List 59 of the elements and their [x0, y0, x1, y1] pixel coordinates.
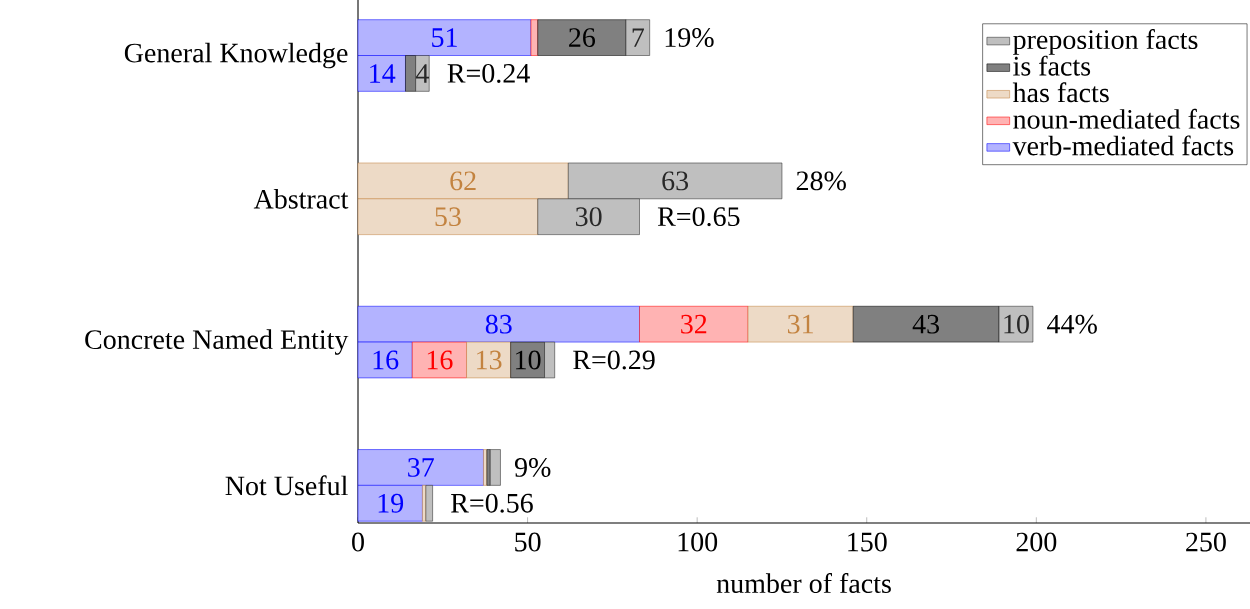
x-tick-label: 0 [352, 532, 364, 552]
data-label: 10 [1004, 314, 1029, 334]
bar [412, 341, 467, 379]
data-label: 14 [370, 64, 396, 83]
bar [544, 341, 555, 379]
data-label: 51 [432, 28, 457, 47]
legend-label: verb-mediated facts [1012, 135, 1234, 156]
bar [625, 19, 650, 56]
x-tick-label: 100 [678, 532, 718, 552]
x-tick-label: 50 [515, 532, 541, 552]
bar [415, 55, 430, 92]
data-label: 32 [681, 314, 707, 334]
annotation: R=0.29 [573, 350, 655, 370]
legend-label: is facts [1013, 55, 1091, 76]
x-tick-label: 200 [1016, 532, 1057, 552]
bar [998, 305, 1034, 343]
data-label: 53 [435, 207, 461, 227]
legend-label: has facts [1012, 82, 1109, 103]
data-label: 31 [787, 314, 813, 334]
bar [747, 305, 854, 343]
data-label: 16 [427, 350, 453, 370]
y-tick-label: Abstract [253, 188, 349, 209]
x-tick-label: 150 [848, 532, 887, 552]
y-tick-label: Not Useful [225, 475, 348, 496]
data-label: 16 [373, 350, 399, 370]
data-label: 43 [912, 314, 939, 334]
bar [425, 485, 433, 522]
annotation: 9% [514, 457, 551, 477]
data-label: 26 [569, 28, 596, 48]
bar [530, 19, 539, 56]
annotation: 19% [665, 28, 714, 48]
annotation: R=0.56 [451, 493, 533, 513]
bar [490, 449, 501, 486]
bar [466, 341, 511, 379]
x-tick-label: 250 [1186, 532, 1226, 552]
x-axis-title: number of facts [716, 573, 891, 594]
bar [639, 305, 749, 343]
data-label: 7 [632, 28, 645, 47]
data-label: 10 [516, 350, 541, 370]
annotation: R=0.24 [447, 63, 530, 83]
data-label: 63 [662, 171, 689, 191]
data-label: 13 [477, 350, 502, 370]
bar [852, 305, 1000, 343]
bar [510, 341, 545, 379]
data-label: 30 [575, 207, 602, 227]
data-label: 19 [378, 493, 404, 513]
legend-label: noun-mediated facts [1013, 108, 1240, 129]
data-label: 37 [408, 458, 434, 477]
legend-label: preposition facts [1013, 29, 1198, 55]
data-label: 83 [485, 314, 512, 334]
bar [537, 19, 627, 56]
data-label: 4 [415, 64, 430, 83]
annotation: 44% [1047, 314, 1097, 334]
bar [405, 55, 416, 92]
y-tick-label: General Knowledge [124, 42, 348, 69]
annotation: R=0.65 [657, 207, 740, 227]
annotation: 28% [796, 171, 846, 191]
data-label: 62 [450, 171, 476, 191]
y-tick-label: Concrete Named Entity [85, 329, 349, 355]
